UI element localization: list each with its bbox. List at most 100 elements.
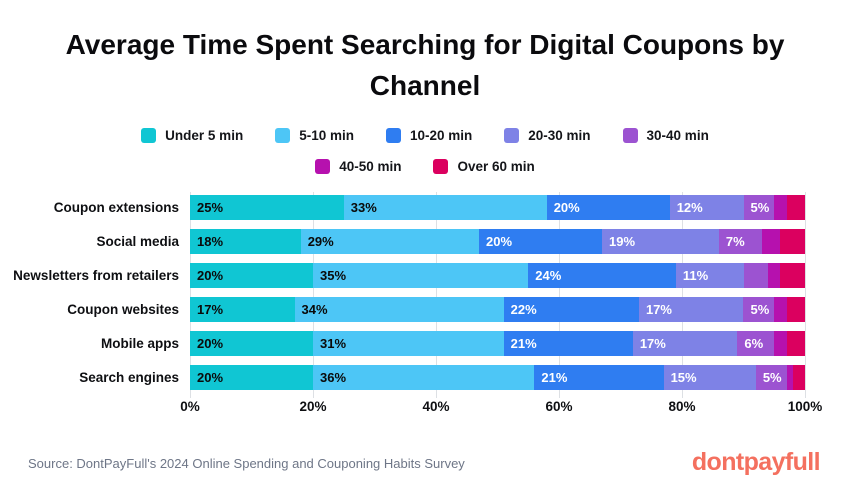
- gridline: [436, 192, 437, 399]
- bar-segment: [768, 262, 781, 288]
- legend: Under 5 min 5-10 min 10-20 min 20-30 min 30-…: [0, 128, 850, 175]
- segment-value-label: 29%: [307, 233, 334, 249]
- bar-segment: 34%: [294, 296, 504, 322]
- legend-label: 10-20 min: [409, 128, 473, 144]
- bar-row: Mobile apps 20% 31% 21% 17% 6%: [0, 326, 806, 360]
- segment-value-label: 31%: [320, 335, 347, 351]
- legend-row-1: Under 5 min 5-10 min 10-20 min 20-30 min 30-…: [0, 128, 850, 144]
- segment-value-label: 12%: [676, 199, 703, 215]
- segment-value-label: 18%: [197, 233, 224, 249]
- gridline: [682, 192, 683, 399]
- x-axis-tick-label: 20%: [299, 399, 327, 415]
- legend-label: Under 5 min: [165, 128, 244, 144]
- bar-segment: [774, 194, 787, 220]
- gridlines: [190, 192, 806, 399]
- bar-segment: [786, 296, 805, 322]
- bar-segment: 21%: [534, 364, 664, 390]
- x-axis: 0% 20% 40% 60% 80% 100%: [180, 394, 822, 418]
- segment-value-label: 17%: [639, 335, 666, 351]
- segment-value-label: 21%: [510, 335, 537, 351]
- legend-label: Over 60 min: [457, 159, 535, 175]
- bar-segment: 36%: [313, 364, 535, 390]
- x-axis-tick-label: 100%: [787, 399, 823, 415]
- gridline: [805, 192, 806, 399]
- bar-row: Coupon websites 17% 34% 22% 17% 5%: [0, 292, 805, 326]
- segment-value-label: 34%: [301, 301, 328, 317]
- legend-label: 20-30 min: [528, 128, 591, 144]
- bar-segment: 20%: [190, 364, 313, 390]
- segment-value-label: 25%: [197, 199, 224, 215]
- bar-segment: 20%: [546, 194, 670, 220]
- x-axis-tick-label: 80%: [668, 399, 696, 415]
- bar-row: Search engines 20% 36% 21% 15% 5%: [0, 360, 806, 394]
- stacked-bar: 25% 33% 20% 12% 5%: [190, 194, 805, 220]
- segment-value-label: 20%: [486, 233, 513, 249]
- category-label: Coupon websites: [67, 301, 179, 317]
- stacked-bar: 20% 31% 21% 17% 6%: [190, 330, 806, 356]
- x-axis-tick-label: 60%: [545, 399, 573, 415]
- bar-segment: 12%: [669, 194, 744, 220]
- bar-segment: 31%: [313, 330, 504, 356]
- bar-segment: 5%: [755, 364, 787, 390]
- bar-segment: 20%: [479, 228, 603, 254]
- segment-value-label: 24%: [535, 267, 562, 283]
- bar-segment: 29%: [300, 228, 480, 254]
- bar-segment: [780, 262, 805, 288]
- gridline: [190, 192, 191, 399]
- segment-value-label: 7%: [725, 233, 745, 249]
- bar-segment: 33%: [343, 194, 547, 220]
- legend-item: Under 5 min: [141, 128, 244, 144]
- stacked-bar: 17% 34% 22% 17% 5%: [190, 296, 805, 322]
- bar-segment: 18%: [190, 228, 301, 254]
- category-label: Mobile apps: [100, 335, 179, 351]
- segment-value-label: 35%: [320, 267, 347, 283]
- plot-area: Coupon extensions 25% 33% 20% 12% 5% Social me…: [0, 190, 806, 394]
- category-label: Newsletters from retailers: [13, 267, 179, 283]
- bar-segment: [792, 364, 806, 390]
- legend-item: 20-30 min: [504, 128, 591, 144]
- segment-value-label: 21%: [541, 369, 568, 385]
- bar-segment: 25%: [190, 194, 344, 220]
- segment-value-label: 36%: [320, 369, 347, 385]
- legend-label: 40-50 min: [339, 159, 402, 175]
- bar-segment: [786, 364, 793, 390]
- bar-segment: 11%: [675, 262, 744, 288]
- segment-value-label: 20%: [197, 267, 224, 283]
- bar-segment: [774, 330, 787, 356]
- segment-value-label: 5%: [750, 301, 770, 317]
- stacked-bar: 18% 29% 20% 19% 7%: [190, 228, 805, 254]
- bar-segment: [774, 296, 787, 322]
- segment-value-label: 17%: [645, 301, 672, 317]
- legend-swatch-icon: [315, 159, 331, 175]
- bar-segment: [761, 228, 781, 254]
- bar-segment: 20%: [190, 262, 313, 288]
- bar-segment: 22%: [503, 296, 639, 322]
- legend-label: 5-10 min: [299, 128, 354, 144]
- bar-segment: [780, 228, 805, 254]
- bar-row: Social media 18% 29% 20% 19% 7%: [0, 224, 805, 258]
- bar-segment: 17%: [632, 330, 738, 356]
- legend-swatch-icon: [275, 128, 291, 144]
- source-text: Source: DontPayFull's 2024 Online Spendi…: [28, 456, 465, 471]
- legend-item: Over 60 min: [433, 159, 535, 175]
- legend-swatch-icon: [433, 159, 449, 175]
- legend-item: 10-20 min: [385, 128, 473, 144]
- bar-segment: 20%: [190, 330, 313, 356]
- bar-segment: 6%: [737, 330, 775, 356]
- bar-segment: [743, 262, 769, 288]
- stacked-bar: 20% 35% 24% 11%: [190, 262, 805, 288]
- segment-value-label: 6%: [744, 335, 764, 351]
- segment-value-label: 11%: [682, 267, 709, 283]
- bar-segment: 17%: [638, 296, 744, 322]
- category-label: Coupon extensions: [53, 199, 179, 215]
- stacked-bar: 20% 36% 21% 15% 5%: [190, 364, 806, 390]
- segment-value-label: 15%: [670, 369, 697, 385]
- legend-row-2: 40-50 min Over 60 min: [0, 159, 850, 175]
- segment-value-label: 22%: [510, 301, 537, 317]
- bar-segment: 24%: [528, 262, 676, 288]
- bar-segment: 35%: [313, 262, 529, 288]
- segment-value-label: 20%: [553, 199, 580, 215]
- gridline: [559, 192, 560, 399]
- category-label: Search engines: [79, 369, 179, 385]
- bar-segment: 7%: [718, 228, 762, 254]
